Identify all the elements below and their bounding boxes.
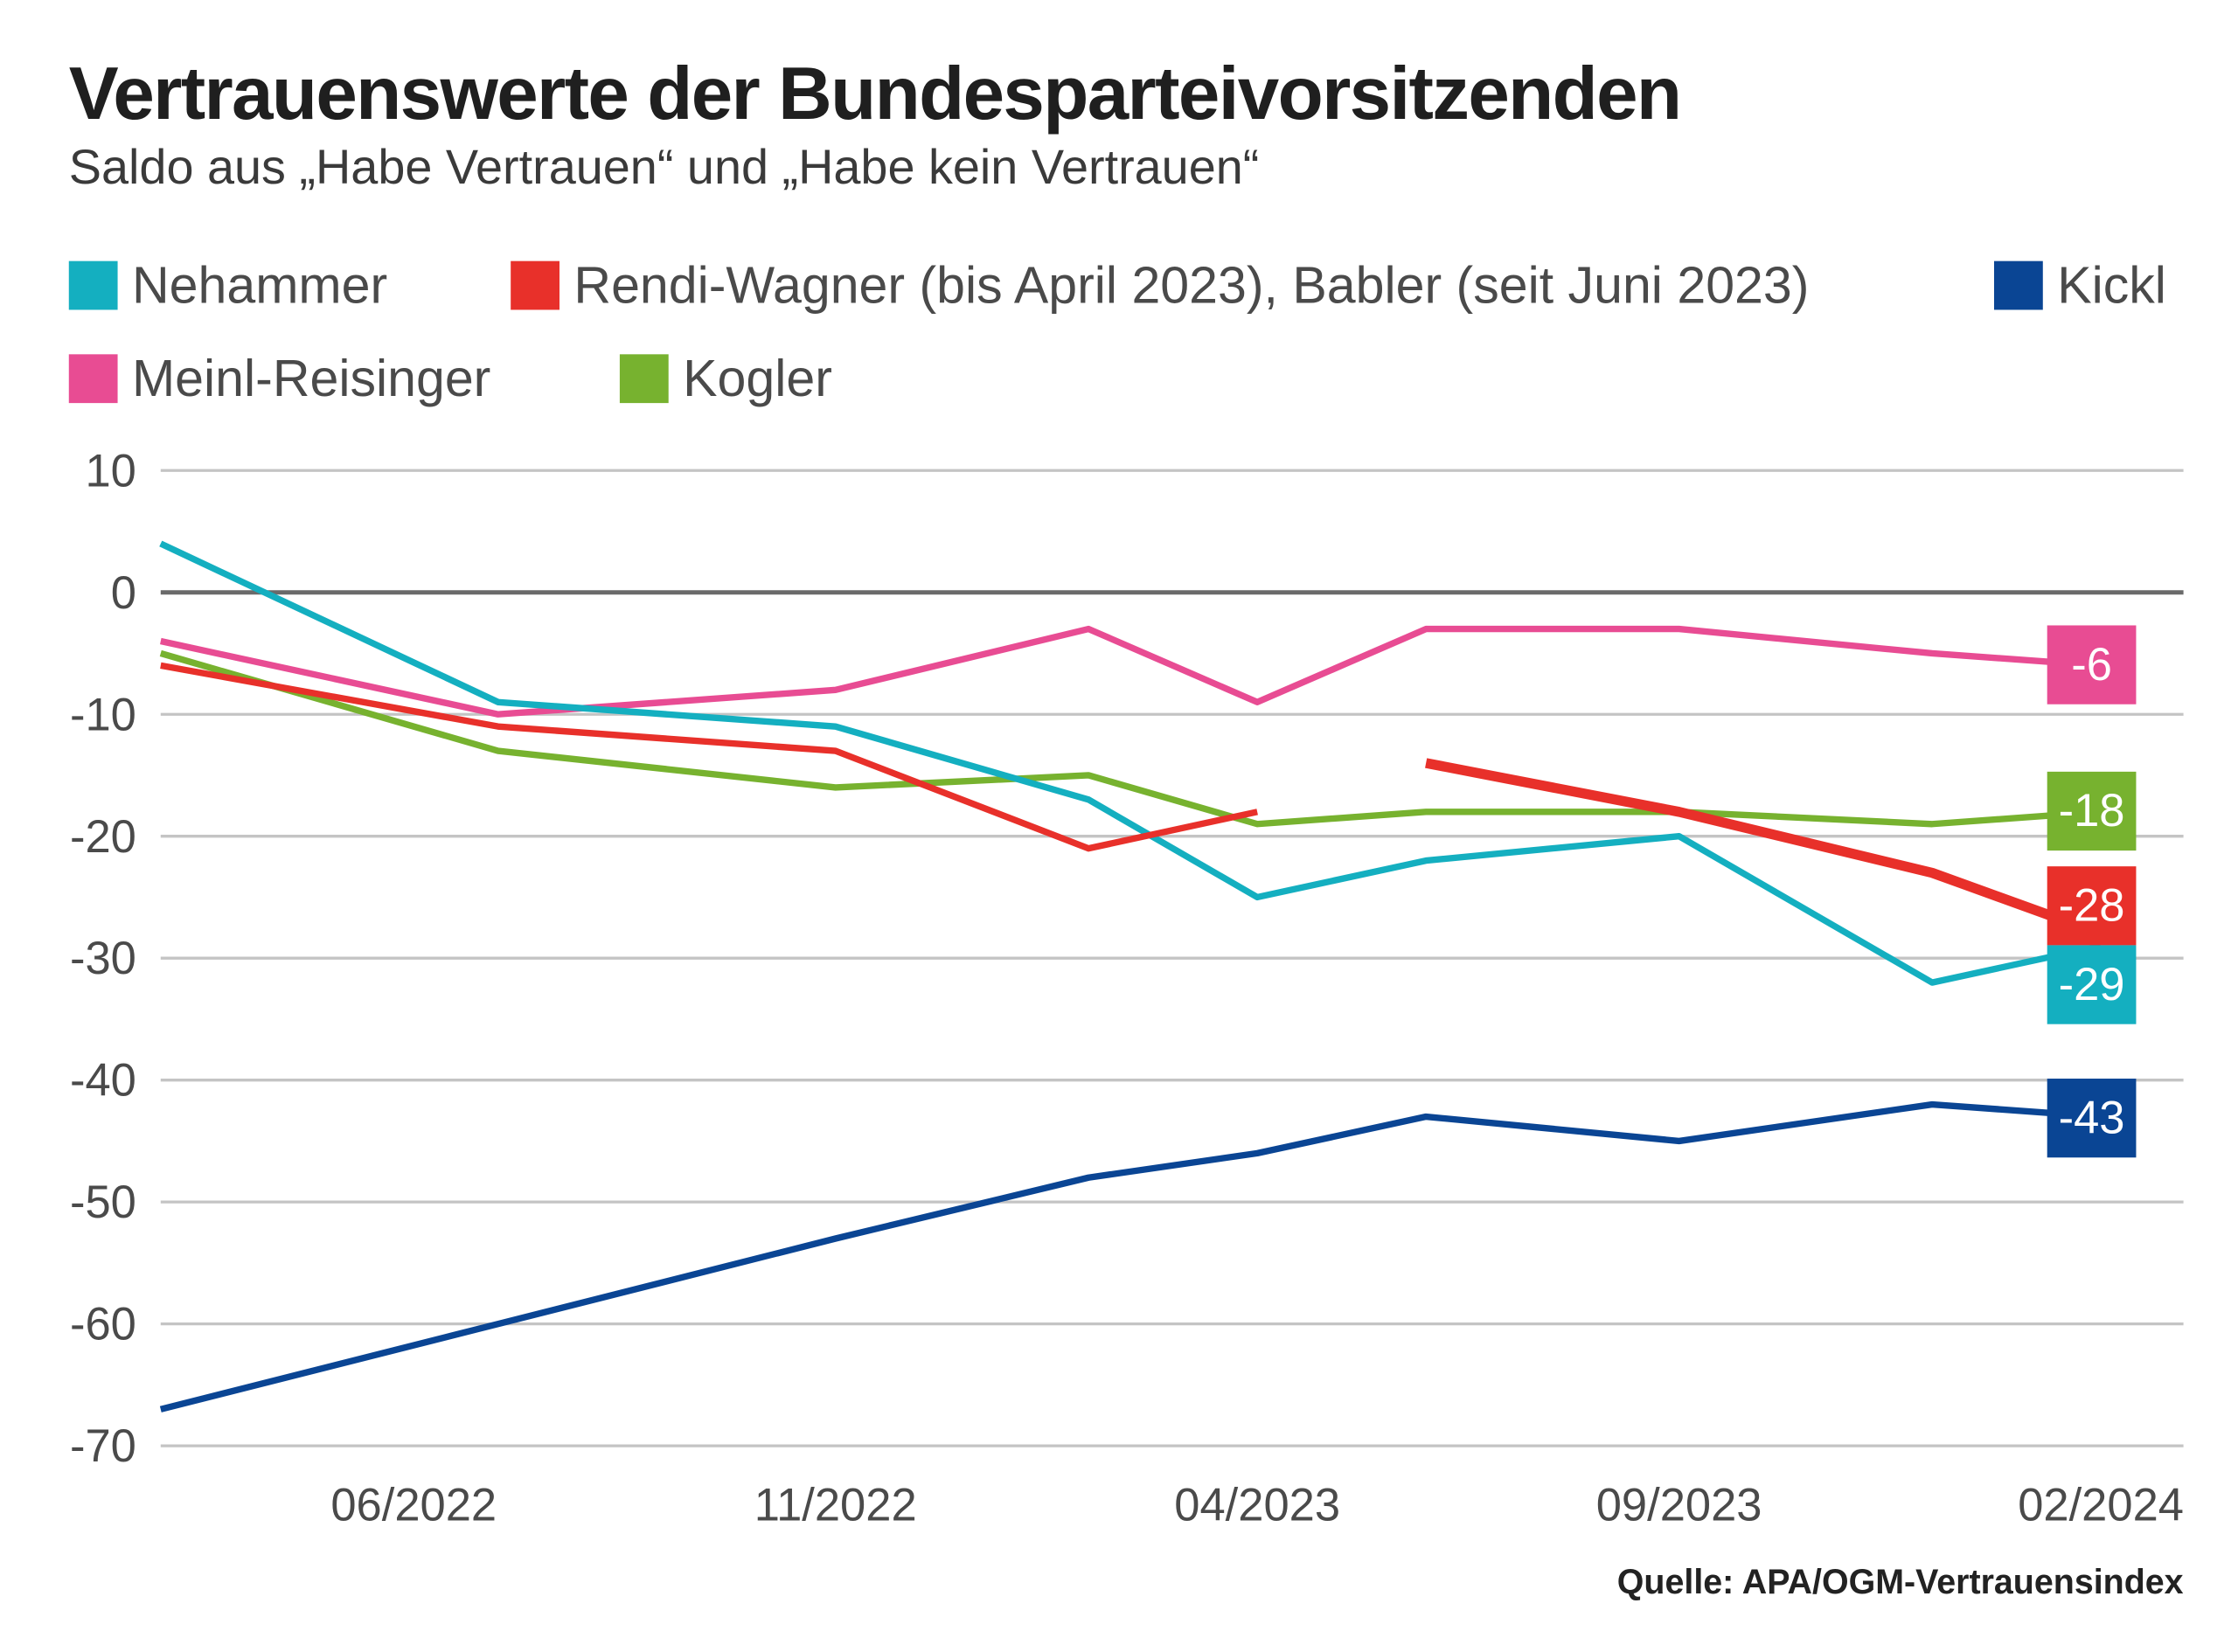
end-label-box [2047, 771, 2137, 851]
y-tick-label: -20 [70, 811, 136, 863]
end-label-box [2047, 866, 2137, 946]
y-tick-label: -50 [70, 1177, 136, 1228]
end-label-box [2047, 945, 2137, 1024]
series-line-rendi-wagner [160, 662, 1258, 852]
y-tick-label: -40 [70, 1055, 136, 1107]
legend-item-rendi-babler: Rendi-Wagner (bis April 2023), Babler (s… [511, 255, 1809, 316]
legend-swatch-kogler [619, 354, 669, 404]
y-tick-label: -30 [70, 933, 136, 984]
source-note: Quelle: APA/OGM-Vertrauensindex [1616, 1563, 2184, 1602]
x-tick-label: 09/2023 [1596, 1479, 1762, 1531]
y-axis-ticks: 10 0 -10 -20 -30 -40 -50 -60 -70 [70, 445, 136, 1472]
legend-item-nehammer: Nehammer [68, 255, 388, 316]
end-label-value: -28 [2059, 880, 2125, 932]
legend-swatch-meinl-reisinger [68, 354, 118, 404]
series-line-meinl-reisinger [160, 625, 2102, 718]
chart-subtitle: Saldo aus „Habe Vertrauen“ und „Habe kei… [68, 140, 1260, 196]
legend-item-kickl: Kickl [1993, 255, 2166, 316]
series-line-nehammer [159, 540, 2102, 986]
x-axis-ticks: 06/2022 11/2022 04/2023 09/2023 02/2024 [330, 1479, 2184, 1531]
x-tick-label: 06/2022 [330, 1479, 497, 1531]
y-tick-label: 0 [111, 567, 136, 619]
x-tick-label: 02/2024 [2018, 1479, 2184, 1531]
x-tick-label: 04/2023 [1174, 1479, 1340, 1531]
series-lines [159, 540, 2103, 1413]
legend-item-meinl-reisinger: Meinl-Reisinger [68, 348, 491, 409]
series-line-kickl [159, 1100, 2102, 1413]
legend-label: Nehammer [131, 255, 388, 315]
legend-swatch-nehammer [68, 260, 118, 310]
series-line-kogler [159, 649, 2102, 828]
end-label-box [2047, 1079, 2137, 1158]
y-tick-label: -70 [70, 1420, 136, 1472]
x-tick-label: 11/2022 [754, 1479, 917, 1531]
end-label-value: -6 [2071, 639, 2112, 691]
legend-swatch-kickl [1993, 260, 2043, 310]
legend-label: Kickl [2057, 255, 2166, 315]
gridlines [160, 469, 2184, 1447]
end-label-value: -43 [2059, 1092, 2125, 1143]
legend-label: Rendi-Wagner (bis April 2023), Babler (s… [573, 255, 1810, 315]
series-line-babler [1425, 758, 2103, 939]
chart-title: Vertrauenswerte der Bundesparteivorsitze… [68, 52, 1682, 136]
legend-label: Kogler [683, 348, 832, 408]
y-tick-label: -10 [70, 689, 136, 740]
end-label-value: -18 [2059, 785, 2125, 836]
legend-label: Meinl-Reisinger [131, 348, 491, 408]
y-tick-label: -60 [70, 1299, 136, 1350]
legend-swatch-rendi-babler [511, 260, 560, 310]
end-label-value: -29 [2059, 959, 2125, 1010]
end-label-box [2047, 625, 2137, 705]
y-tick-label: 10 [85, 445, 136, 496]
end-labels: -6 -18 -28 -29 -43 [2047, 625, 2137, 1158]
legend-item-kogler: Kogler [619, 348, 832, 409]
